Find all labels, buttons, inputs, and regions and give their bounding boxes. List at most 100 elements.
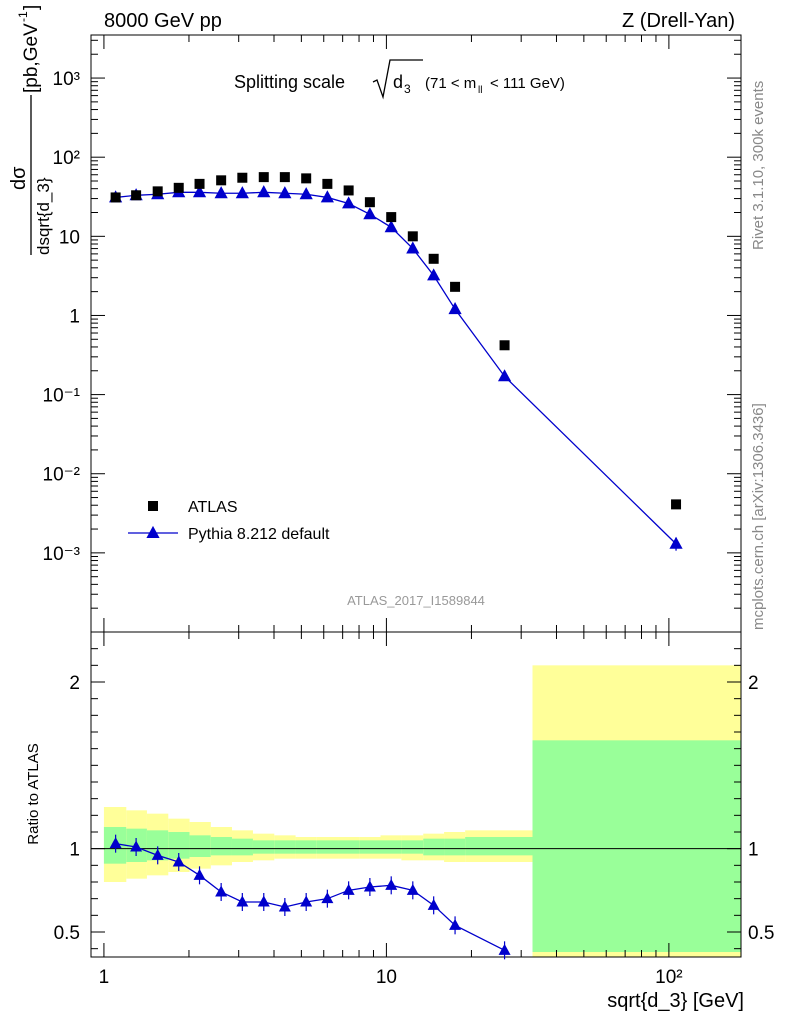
atlas-point: [343, 185, 354, 196]
pythia-point: [257, 185, 271, 198]
process-label: Z (Drell-Yan): [622, 10, 735, 32]
ratio-point: [427, 898, 440, 910]
title-range-close: < 111 GeV): [490, 75, 565, 92]
atlas-point: [386, 212, 397, 223]
mcplots-label: mcplots.cern.ch [arXiv:1306.3436]: [750, 403, 767, 630]
atlas-point: [322, 178, 333, 189]
green-band: [338, 840, 360, 854]
ratio-point: [342, 883, 355, 895]
ratio-tick-label-left: 1: [69, 840, 80, 861]
atlas-point: [110, 192, 121, 203]
ratio-point: [130, 840, 143, 852]
pythia-point: [235, 186, 249, 199]
pythia-point: [427, 268, 441, 281]
green-band: [189, 835, 211, 857]
ratio-point: [406, 883, 419, 895]
pythia-point: [384, 220, 398, 233]
atlas-point: [407, 231, 418, 242]
green-band: [168, 832, 190, 859]
ratio-ylabel: Ratio to ATLAS: [25, 743, 42, 844]
atlas-point: [279, 172, 290, 183]
ratio-point: [300, 895, 313, 907]
atlas-point: [301, 173, 312, 184]
chart-title: Splitting scale d 3 (71 < m ll < 111 GeV…: [234, 59, 565, 100]
green-band: [401, 840, 424, 854]
pythia-point: [214, 186, 228, 199]
ratio-tick-label-right: 0.5: [748, 923, 774, 944]
legend: ATLAS Pythia 8.212 default: [128, 499, 330, 543]
ylabel-units-exp: -1: [16, 11, 30, 22]
green-band: [231, 838, 253, 856]
uncertainty-bands: [103, 665, 741, 957]
ratio-point: [151, 848, 164, 860]
green-band: [274, 840, 296, 854]
title-range-open: (71 < m: [425, 75, 476, 92]
y-tick-label: 10⁻³: [43, 544, 81, 565]
green-band: [316, 840, 339, 854]
pythia-point: [192, 185, 207, 198]
green-band: [380, 840, 402, 854]
ratio-point: [278, 900, 291, 912]
green-band: [465, 837, 533, 856]
ratio-point: [449, 918, 462, 930]
ratio-point: [498, 943, 511, 955]
pythia-point: [299, 187, 313, 200]
ratio-point: [385, 878, 398, 890]
ratio-point: [363, 880, 376, 892]
atlas-point: [216, 175, 227, 186]
ylabel-units-close: ]: [21, 5, 42, 10]
green-band: [359, 840, 381, 854]
x-axis-label: sqrt{d_3} [GeV]: [607, 990, 744, 1012]
atlas-point: [258, 172, 269, 183]
green-band: [210, 837, 232, 856]
ratio-frame: [90, 631, 742, 958]
green-band: [444, 838, 466, 856]
axes: 1 10 10² 10⁻³ 10⁻² 10⁻¹ 1 10 10² 10³ 0.5 0.5 1 1 2 2: [43, 34, 774, 988]
pythia-point: [278, 186, 292, 199]
atlas-point: [131, 190, 142, 201]
pythia-point: [406, 241, 420, 254]
energy-label: 8000 GeV pp: [104, 10, 222, 32]
legend-atlas-label: ATLAS: [188, 499, 238, 516]
rivet-version-label: Rivet 3.1.10, 300k events: [750, 81, 767, 250]
ratio-point: [257, 895, 270, 907]
title-d-subscript: 3: [404, 82, 411, 96]
green-band: [252, 840, 275, 854]
atlas-point: [152, 186, 163, 197]
green-band: [423, 838, 445, 856]
title-d-symbol: d: [393, 72, 403, 92]
data-marks: [109, 172, 683, 960]
legend-pythia-label: Pythia 8.212 default: [188, 526, 330, 543]
ratio-point: [321, 892, 334, 904]
ratio-tick-label-right: 1: [748, 840, 759, 861]
ratio-point: [236, 895, 249, 907]
x-tick-label: 10: [376, 967, 397, 988]
atlas-point: [237, 172, 248, 183]
atlas-point: [173, 182, 184, 193]
pythia-point: [342, 196, 356, 209]
y-tick-label: 10²: [53, 148, 80, 169]
pythia-point: [363, 207, 377, 220]
atlas-point: [364, 197, 375, 208]
title-text: Splitting scale: [234, 72, 345, 92]
y-tick-label: 10³: [53, 69, 80, 90]
main-ylabel: dσ dsqrt{d_3} [pb,GeV -1 ]: [8, 5, 53, 255]
ylabel-units: [pb,GeV: [21, 23, 42, 93]
green-band: [295, 840, 317, 854]
atlas-point: [428, 253, 439, 264]
y-tick-label: 10: [59, 227, 80, 248]
title-range-sub: ll: [478, 85, 482, 96]
ratio-tick-label-left: 0.5: [54, 923, 80, 944]
y-tick-label: 1: [69, 306, 80, 327]
ratio-point: [215, 885, 228, 897]
pythia-point: [320, 190, 334, 203]
y-tick-label: 10⁻²: [43, 465, 81, 486]
atlas-point: [450, 281, 461, 292]
atlas-point: [194, 178, 205, 189]
analysis-id-label: ATLAS_2017_I1589844: [347, 593, 485, 608]
ratio-tick-label-right: 2: [748, 673, 759, 694]
title-sqrt-sign: [372, 59, 423, 100]
ratio-point: [172, 855, 185, 867]
x-tick-label: 1: [99, 967, 110, 988]
